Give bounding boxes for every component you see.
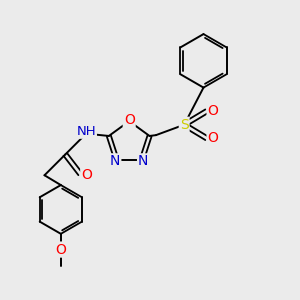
Text: S: S: [180, 118, 189, 132]
Text: NH: NH: [76, 125, 96, 138]
Text: O: O: [208, 104, 218, 118]
Text: O: O: [208, 131, 218, 145]
Text: O: O: [56, 243, 66, 256]
Text: N: N: [138, 154, 148, 168]
Text: O: O: [81, 168, 92, 182]
Text: N: N: [110, 154, 120, 168]
Text: O: O: [124, 113, 135, 127]
